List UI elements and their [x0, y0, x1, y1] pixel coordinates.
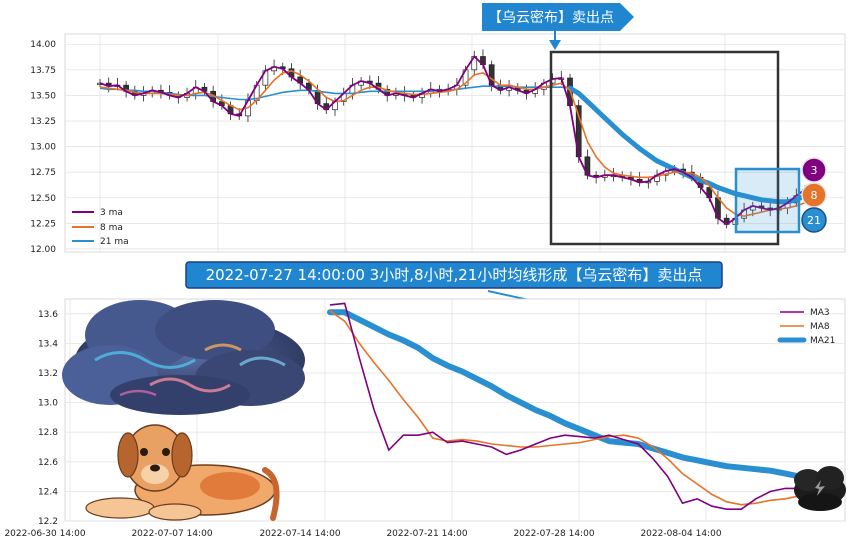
top-banner-arrowhead	[549, 40, 561, 50]
top-y-tick-label: 12.50	[30, 194, 56, 204]
ma-badges: 3 8 21	[801, 157, 827, 233]
bottom-y-tick-label: 12.4	[38, 487, 58, 497]
bottom-x-tick-label: 2022-07-28 14:00	[513, 529, 594, 539]
legend-label-8ma: 8 ma	[100, 223, 123, 233]
bottom-y-tick-label: 13.0	[38, 399, 58, 409]
legend-label-MA8: MA8	[810, 322, 830, 332]
recent-zone-box	[734, 167, 801, 234]
legend-label-3ma: 3 ma	[100, 208, 123, 218]
top-panel: 14.00 13.75 13.50 13.25 13.00 12.75 12.50 12.25…	[30, 3, 846, 255]
top-banner-shape	[482, 3, 634, 31]
badge-3-label: 3	[811, 164, 818, 177]
top-y-tick-label: 12.00	[30, 245, 56, 255]
top-y-tick-label: 13.50	[30, 91, 56, 101]
dark-cloud-illustration	[62, 300, 305, 415]
middle-banner-box	[185, 261, 723, 289]
bottom-x-tick-label: 2022-07-21 14:00	[386, 529, 467, 539]
top-banner-text: 【乌云密布】卖出点	[488, 9, 614, 26]
top-line-8ma	[99, 69, 806, 218]
bottom-x-tick-label: 2022-08-04 14:00	[640, 529, 721, 539]
bottom-line-MA8	[329, 310, 801, 506]
top-y-tick-label: 13.25	[30, 117, 56, 127]
legend-label-21ma: 21 ma	[100, 237, 129, 247]
top-y-tick-label: 12.75	[30, 168, 56, 178]
top-line-3ma	[99, 55, 806, 226]
legend-label-MA3: MA3	[810, 308, 830, 318]
top-y-tick-label: 12.25	[30, 219, 56, 229]
top-y-tick-label: 14.00	[30, 40, 56, 50]
bottom-x-tick-label: 2022-07-07 14:00	[131, 529, 212, 539]
middle-annotation: 2022-07-27 14:00:00 3小时,8小时,21小时均线形成【乌云密…	[185, 261, 723, 309]
bottom-x-tick-label: 2022-06-30 14:00	[4, 529, 85, 539]
top-y-tick-label: 13.75	[30, 66, 56, 76]
badge-3	[801, 157, 827, 183]
pattern-frame	[549, 50, 780, 246]
bottom-x-tick-label: 2022-07-14 14:00	[259, 529, 340, 539]
legend-label-MA21: MA21	[810, 336, 835, 346]
top-ma-lines	[99, 55, 808, 226]
bottom-line-MA21	[327, 309, 803, 480]
bottom-y-tick-label: 12.2	[38, 517, 58, 527]
top-annotation-banner: 【乌云密布】卖出点	[482, 3, 634, 50]
bottom-ma-lines	[327, 302, 803, 510]
bottom-y-tick-label: 13.4	[38, 339, 58, 349]
storm-cloud-icon	[794, 466, 846, 511]
bottom-legend: MA3 MA8 MA21	[777, 308, 835, 346]
bottom-y-tick-label: 13.2	[38, 369, 58, 379]
top-legend: 3 ma 8 ma 21 ma	[72, 208, 129, 247]
bottom-panel: 13.6 13.4 13.2 13.0 12.8 12.6 12.4 12.2 2022-06…	[4, 298, 846, 539]
badge-8	[801, 182, 827, 208]
bottom-x-axis: 2022-06-30 14:00 2022-07-07 14:00 2022-07-…	[4, 529, 721, 539]
bottom-y-tick-label: 12.6	[38, 458, 58, 468]
bottom-y-axis: 13.6 13.4 13.2 13.0 12.8 12.6 12.4 12.2	[38, 310, 58, 527]
badge-21	[801, 207, 827, 233]
bottom-y-tick-label: 12.8	[38, 428, 58, 438]
dog-illustration	[85, 424, 280, 521]
bottom-line-MA3	[329, 302, 800, 510]
top-grid	[65, 34, 845, 252]
badge-21-label: 21	[807, 214, 821, 227]
middle-banner-text: 2022-07-27 14:00:00 3小时,8小时,21小时均线形成【乌云密…	[206, 266, 703, 284]
top-y-axis: 14.00 13.75 13.50 13.25 13.00 12.75 12.50 12.25…	[30, 40, 56, 255]
top-y-tick-label: 13.00	[30, 143, 56, 153]
bottom-y-tick-label: 13.6	[38, 310, 58, 320]
top-plot-area	[64, 33, 846, 253]
badge-8-label: 8	[811, 189, 818, 202]
